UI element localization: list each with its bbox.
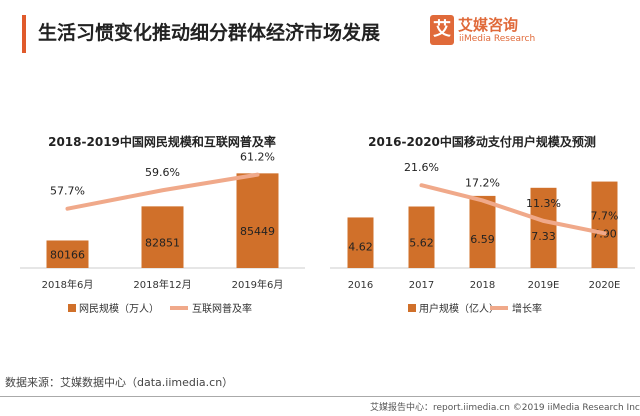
x-tick-label: 2019E xyxy=(528,280,560,291)
bar-label: 80166 xyxy=(50,248,85,261)
legend-bar-swatch xyxy=(408,304,416,312)
title-accent-bar xyxy=(22,15,26,53)
bar-label: 5.62 xyxy=(409,236,434,249)
bar-2019年6月 xyxy=(236,173,279,268)
legend-line-label: 互联网普及率 xyxy=(192,302,252,315)
legend-bar-label: 网民规模（万人） xyxy=(79,302,159,315)
charts: 2018-2019中国网民规模和互联网普及率 80166 2018年6月 82851 2… xyxy=(20,134,635,315)
bar-label: 4.62 xyxy=(348,240,373,253)
x-tick-label: 2017 xyxy=(409,280,434,291)
legend-bar-swatch xyxy=(68,304,76,312)
page-title: 生活习惯变化推动细分群体经济市场发展 xyxy=(38,22,381,44)
bar-label: 6.59 xyxy=(470,233,495,246)
line-label: 17.2% xyxy=(465,176,500,189)
logo-subtext: iiMedia Research xyxy=(459,34,536,44)
x-tick-label: 2018年12月 xyxy=(133,278,191,291)
line-label: 57.7% xyxy=(50,185,85,198)
x-tick-label: 2019年6月 xyxy=(232,278,284,291)
line-series xyxy=(65,172,260,211)
line-label: 11.3% xyxy=(526,197,561,210)
bar-2019E xyxy=(530,187,557,268)
legend-bar-label: 用户规模（亿人） xyxy=(419,302,499,315)
line-label: 61.2% xyxy=(240,151,275,164)
line-label: 7.7% xyxy=(591,209,619,222)
data-source: 数据来源：艾媒数据中心（data.iimedia.cn） xyxy=(5,376,234,389)
x-tick-label: 2018 xyxy=(470,280,495,291)
bar-2018年6月 xyxy=(46,240,89,268)
footer-divider xyxy=(0,396,640,397)
chart-title: 2016-2020中国移动支付用户规模及预测 xyxy=(368,134,596,149)
bar-label: 85449 xyxy=(240,225,275,238)
line-series xyxy=(419,183,607,236)
footer-text: 艾媒报告中心：report.iimedia.cn ©2019 iiMedia R… xyxy=(370,403,640,413)
bar-2018年12月 xyxy=(141,206,184,268)
bar-label: 7.33 xyxy=(531,230,556,243)
bar-2020E xyxy=(591,181,618,268)
line-label: 21.6% xyxy=(404,161,439,174)
bar-2016 xyxy=(347,217,374,268)
logo-text: 艾媒咨询 xyxy=(458,16,519,34)
chart-title: 2018-2019中国网民规模和互联网普及率 xyxy=(48,134,276,149)
x-tick-label: 2018年6月 xyxy=(42,278,94,291)
x-tick-label: 2020E xyxy=(589,280,621,291)
x-tick-label: 2016 xyxy=(348,280,373,291)
line-label: 59.6% xyxy=(145,166,180,179)
legend-line-label: 增长率 xyxy=(512,302,542,315)
bar-2018 xyxy=(469,195,496,268)
bar-2017 xyxy=(408,206,435,268)
logo-icon: 艾 xyxy=(430,15,454,45)
bar-label: 82851 xyxy=(145,236,180,249)
